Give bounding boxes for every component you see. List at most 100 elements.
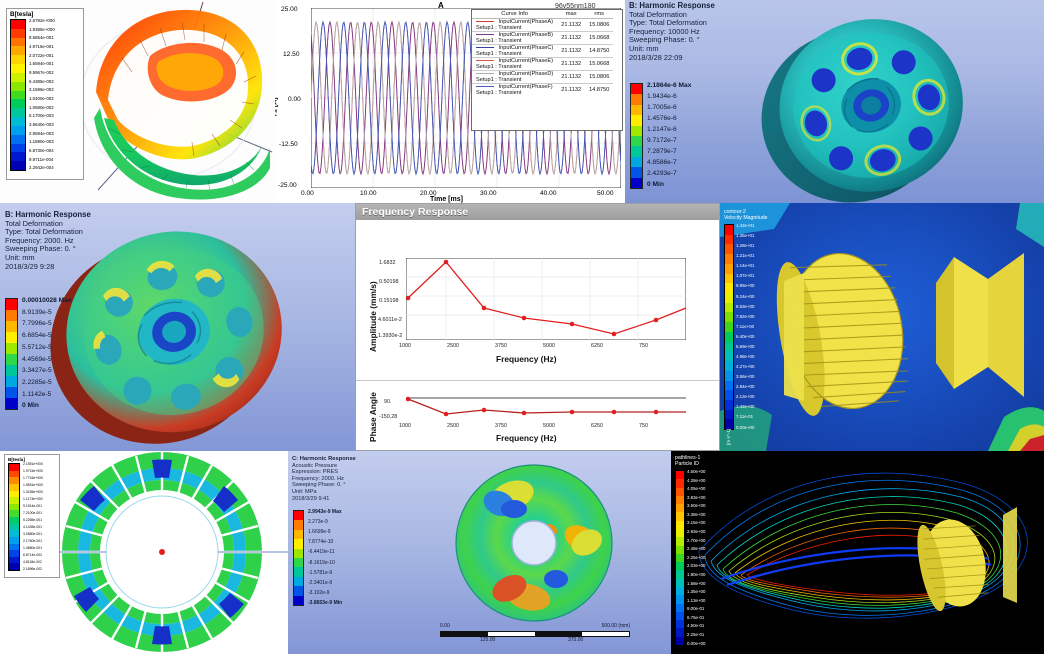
phase-y-tick: 90. <box>384 399 392 405</box>
legend-value: 1.1890e-003 <box>29 139 54 145</box>
panel-frequency-response[interactable]: Frequency Response Amplitude (mm/s) 1.68… <box>355 203 720 451</box>
legend-value: -3.102e-9 <box>308 589 330 596</box>
legend-value: 2.5782e+000 <box>29 18 55 23</box>
legend-value: 6.40e+00 <box>736 333 755 339</box>
curve-swatch <box>476 21 494 23</box>
amp-x-tick: 3750 <box>495 343 507 349</box>
legend-value: 2.273e-9 <box>308 519 328 526</box>
legend-values: 2.1551e+000 1.9715e+000 1.7716e+000 1.55… <box>23 462 43 571</box>
result-line: 2018/3/29 9:28 <box>5 261 55 271</box>
curve-info-row: InputCurrent(PhaseA) Setup1 : Transient … <box>472 18 614 32</box>
phase-x-tick: 2500 <box>447 423 459 429</box>
curve-rms: 15.0806 <box>585 18 614 32</box>
y-tick: 0.00 <box>288 96 301 103</box>
color-bar <box>10 19 26 171</box>
curve-max: 21.1132 <box>557 44 586 58</box>
amp-y-tick: 1.6832 <box>379 260 396 266</box>
panel-maxwell-2d-flux[interactable]: B[tesla] 2.1551e+000 1.9715e+000 1.7716e… <box>0 451 288 654</box>
color-bar <box>724 224 734 430</box>
legend-value: 7.2100e-001 <box>23 510 43 515</box>
legend-value: 0.00e+00 <box>687 640 706 646</box>
legend-value: 1.2147e-6 <box>647 126 677 134</box>
legend-value: -6.4419e-11 <box>308 549 335 556</box>
legend-value: 9.7172e-7 <box>647 137 677 145</box>
curve-name: InputCurrent(PhaseB) <box>498 32 553 38</box>
color-bar <box>675 470 685 646</box>
legend-value: 2.2285e-5 <box>22 378 52 386</box>
curve-rms: 15.0668 <box>585 57 614 71</box>
amp-y-tick: 0.15198 <box>379 298 399 304</box>
x-tick: 30.00 <box>480 190 497 197</box>
panel-transient-current-plot[interactable]: A 96v55nm180 25.00 12.50 0.00 -12.50 -25… <box>275 0 625 203</box>
legend-value: 2.70e+00 <box>687 537 706 543</box>
panel-acoustic-pressure[interactable]: C: Harmonic Response Acoustic Pressure E… <box>288 451 671 654</box>
plot-corner-label: 96v55nm180 <box>555 3 596 10</box>
legend-value: 2.84e+00 <box>736 384 755 390</box>
legend-value: -1.5781e-9 <box>308 569 333 576</box>
maxwell-3d-legend: B[tesla] 2.5782e+000 1.9395e+000 8.6854e… <box>6 8 84 180</box>
legend-value: 8.6854e-001 <box>29 35 54 41</box>
scale-tick: 125.00 <box>480 637 496 643</box>
curve-swatch <box>476 60 494 62</box>
legend-value: 1.58e+00 <box>687 580 706 586</box>
curve-name: InputCurrent(PhaseF) <box>498 84 553 90</box>
legend-value: 9.9711e-004 <box>29 156 54 162</box>
curve-info-box[interactable]: Curve Info max rms InputCurrent(PhaseA) … <box>471 9 623 131</box>
legend-value: 6.8730e-004 <box>29 148 54 154</box>
panel-harmonic-10khz[interactable]: B: Harmonic Response Total Deformation T… <box>625 0 1044 203</box>
result-header-acoustic: C: Harmonic Response Acoustic Pressure E… <box>292 456 356 502</box>
legend-value: 7.7996e-5 <box>22 320 52 328</box>
result-line: Sweeping Phase: 0. ° <box>5 244 76 254</box>
legend-value: 0 Min <box>647 181 664 189</box>
phase-x-tick: 1000 <box>399 423 411 429</box>
legend-value: 2.03e+00 <box>687 563 706 569</box>
legend-value: 1.35e+01 <box>736 233 755 239</box>
panel-cfd-velocity-contour[interactable]: contour-2 Velocity Magnitude 1.42e+01 1.… <box>720 203 1044 451</box>
frequency-response-title-bar[interactable]: Frequency Response <box>356 204 719 220</box>
phase-x-label: Frequency (Hz) <box>496 433 557 443</box>
legend-values: 1.42e+01 1.35e+01 1.28e+01 1.21e+01 1.14… <box>736 223 755 430</box>
curve-max: 21.1132 <box>557 70 586 84</box>
panel-maxwell-3d-flux[interactable]: B[tesla] 2.5782e+000 1.9395e+000 8.6854e… <box>0 0 275 203</box>
legend-values: 2.1864e-6 Max 1.9434e-6 1.7005e-6 1.4576… <box>647 82 691 189</box>
legend-values: 2.9943e-9 Max 2.273e-9 1.6699e-9 7.8774e… <box>308 510 342 606</box>
legend-value: 1.07e+01 <box>736 273 755 279</box>
result-line: Type: Total Deformation <box>629 18 707 28</box>
legend-value: 6.75e-01 <box>687 614 705 620</box>
result-line: Unit: MPa <box>292 488 317 495</box>
result-line: C: Harmonic Response <box>292 456 356 462</box>
panel-cfd-pathlines[interactable]: pathlines-1 Particle ID 4.50e+00 4.28e+0… <box>671 451 1044 654</box>
result-line: 2018/3/28 22:09 <box>629 52 683 62</box>
result-header-10khz: B: Harmonic Response Total Deformation T… <box>629 1 715 62</box>
curve-info-row: InputCurrent(PhaseE) Setup1 : Transient … <box>472 57 614 71</box>
amp-x-tick: 5000 <box>543 343 555 349</box>
legend-value: 4.8586e-7 <box>647 159 677 167</box>
legend-value: 4.9716e-001 <box>29 44 54 50</box>
x-axis-label: Time [ms] <box>430 196 463 203</box>
legend-value: 4.05e+00 <box>687 486 706 492</box>
scale-right: 500.00 (mm) <box>601 623 630 629</box>
legend-value: 1.1142e-5 <box>22 390 52 398</box>
curve-setup: Setup1 : Transient <box>476 64 522 70</box>
panel-harmonic-2khz[interactable]: B: Harmonic Response Total Deformation T… <box>0 203 355 451</box>
x-tick: 50.00 <box>597 190 614 197</box>
col-curve-info: Curve Info <box>472 10 558 19</box>
amp-x-tick: 6250 <box>591 343 603 349</box>
legend-value: 5.5712e-5 <box>22 343 52 351</box>
legend-title: B[tesla] <box>10 11 34 18</box>
legend-value: 1.0580e-002 <box>29 104 54 110</box>
legend-value: 1.5531e+000 <box>23 482 43 487</box>
x-tick: 10.00 <box>360 190 377 197</box>
curve-info-row: InputCurrent(PhaseB) Setup1 : Transient … <box>472 31 614 45</box>
legend-value: 1.35e+00 <box>687 589 706 595</box>
legend-header-line: Particle ID <box>675 461 699 467</box>
legend-value: 6.4385e-002 <box>29 78 54 84</box>
y-tick: -12.50 <box>279 141 298 148</box>
legend-value: 1.4680e-001 <box>23 545 43 550</box>
legend-value: 0.00e+00 <box>736 424 755 430</box>
y-tick: 12.50 <box>283 51 300 58</box>
curve-rms: 14.8750 <box>585 44 614 58</box>
result-line: Expression: PRES <box>292 469 339 476</box>
result-line: Unit: mm <box>5 252 35 262</box>
legend-value: 1.42e+01 <box>736 223 755 228</box>
